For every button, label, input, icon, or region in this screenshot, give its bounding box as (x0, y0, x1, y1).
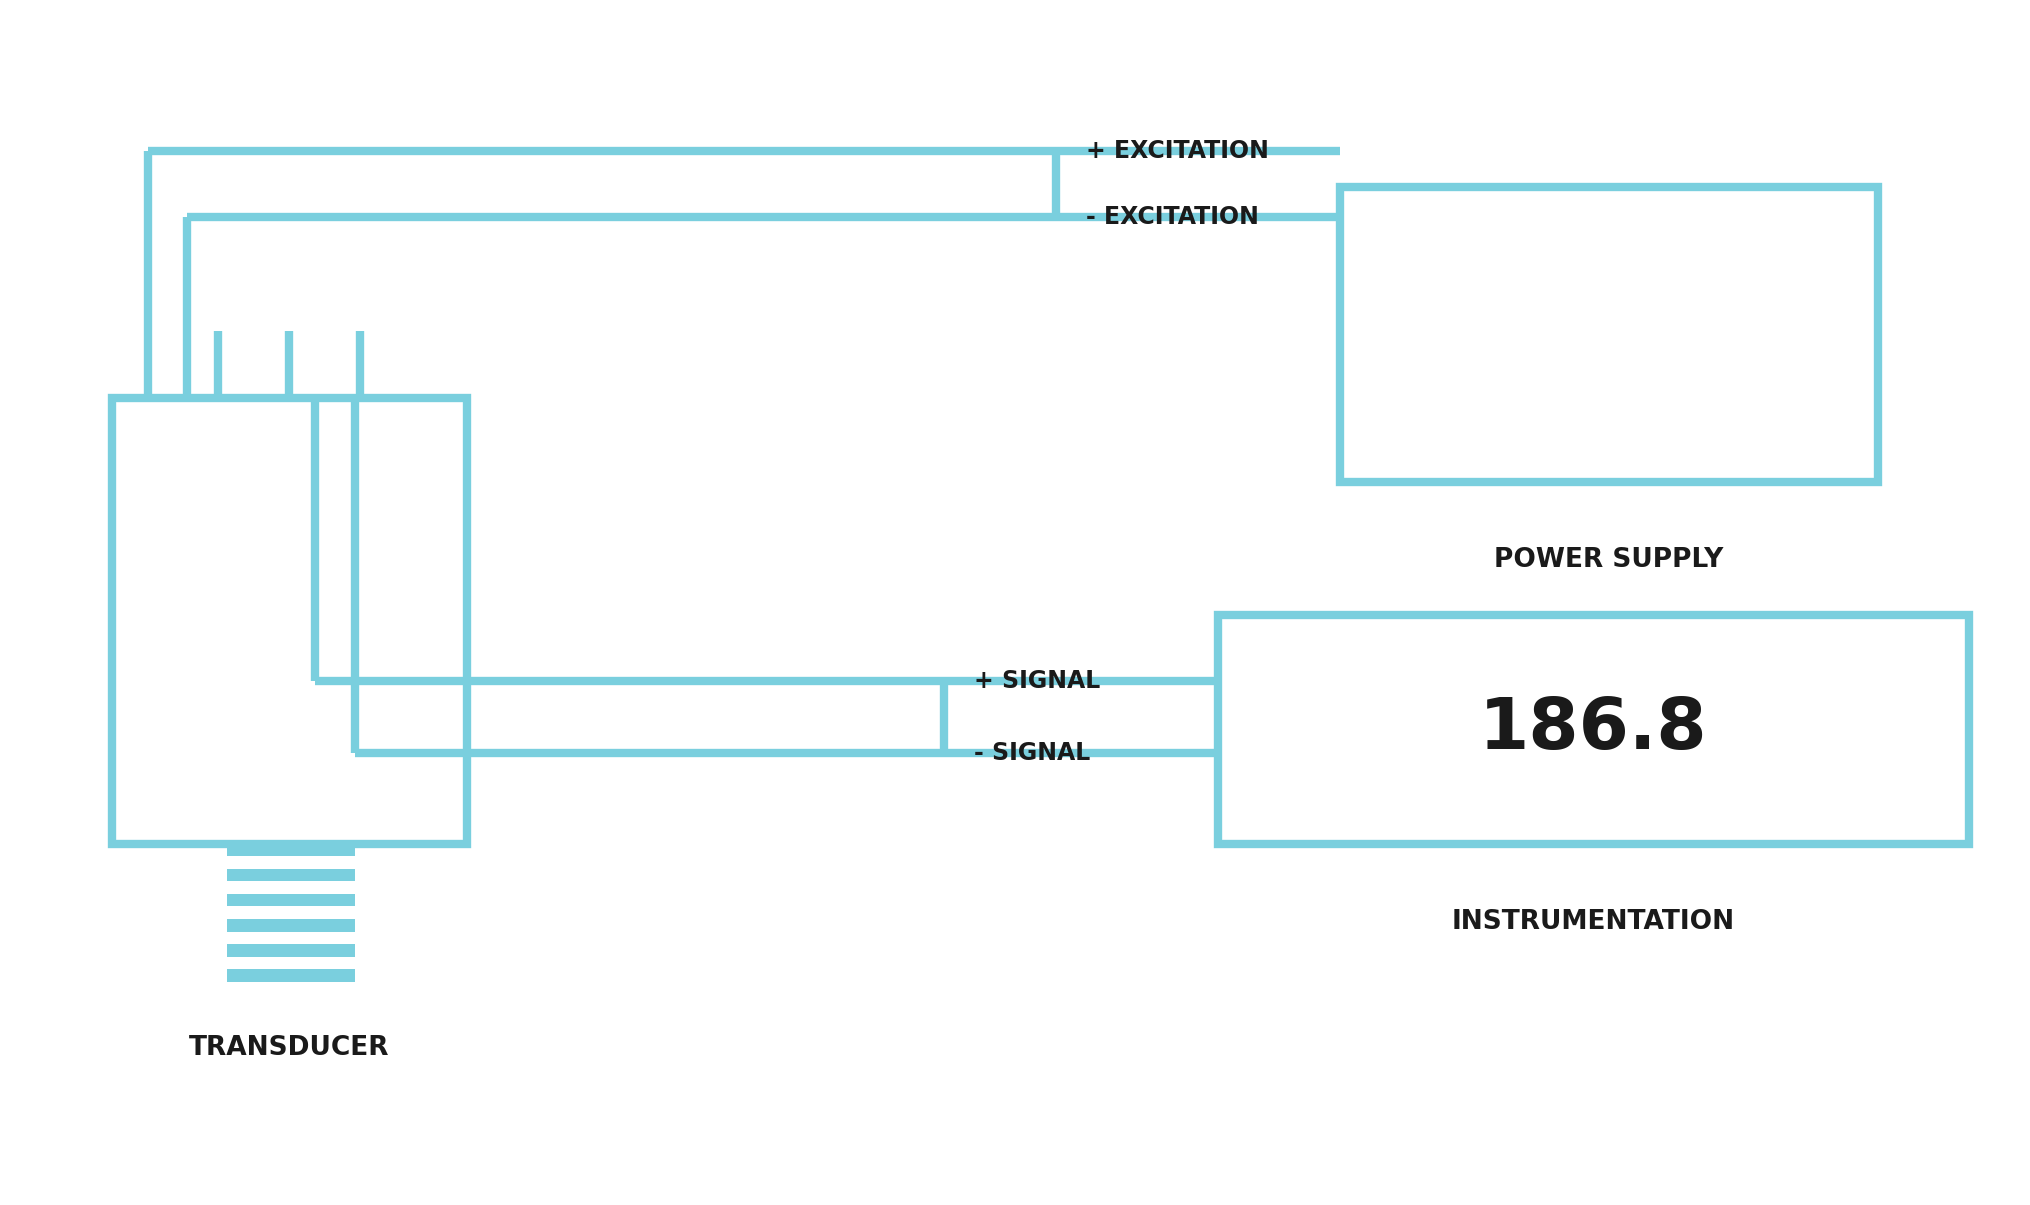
Bar (227, 881, 355, 894)
Bar (227, 856, 355, 869)
Text: INSTRUMENTATION: INSTRUMENTATION (1451, 909, 1736, 935)
Bar (112, 398, 467, 844)
Bar (227, 844, 355, 982)
Bar (1340, 187, 1878, 482)
Bar (227, 957, 355, 970)
Text: + EXCITATION: + EXCITATION (1086, 139, 1269, 163)
Bar (1218, 615, 1969, 843)
Text: - EXCITATION: - EXCITATION (1086, 205, 1259, 229)
Text: POWER SUPPLY: POWER SUPPLY (1494, 547, 1723, 574)
Text: TRANSDUCER: TRANSDUCER (189, 1035, 390, 1062)
Bar (227, 906, 355, 919)
Text: - SIGNAL: - SIGNAL (974, 741, 1090, 765)
Text: 186.8: 186.8 (1480, 694, 1707, 764)
Text: + SIGNAL: + SIGNAL (974, 669, 1100, 693)
Bar (227, 931, 355, 945)
